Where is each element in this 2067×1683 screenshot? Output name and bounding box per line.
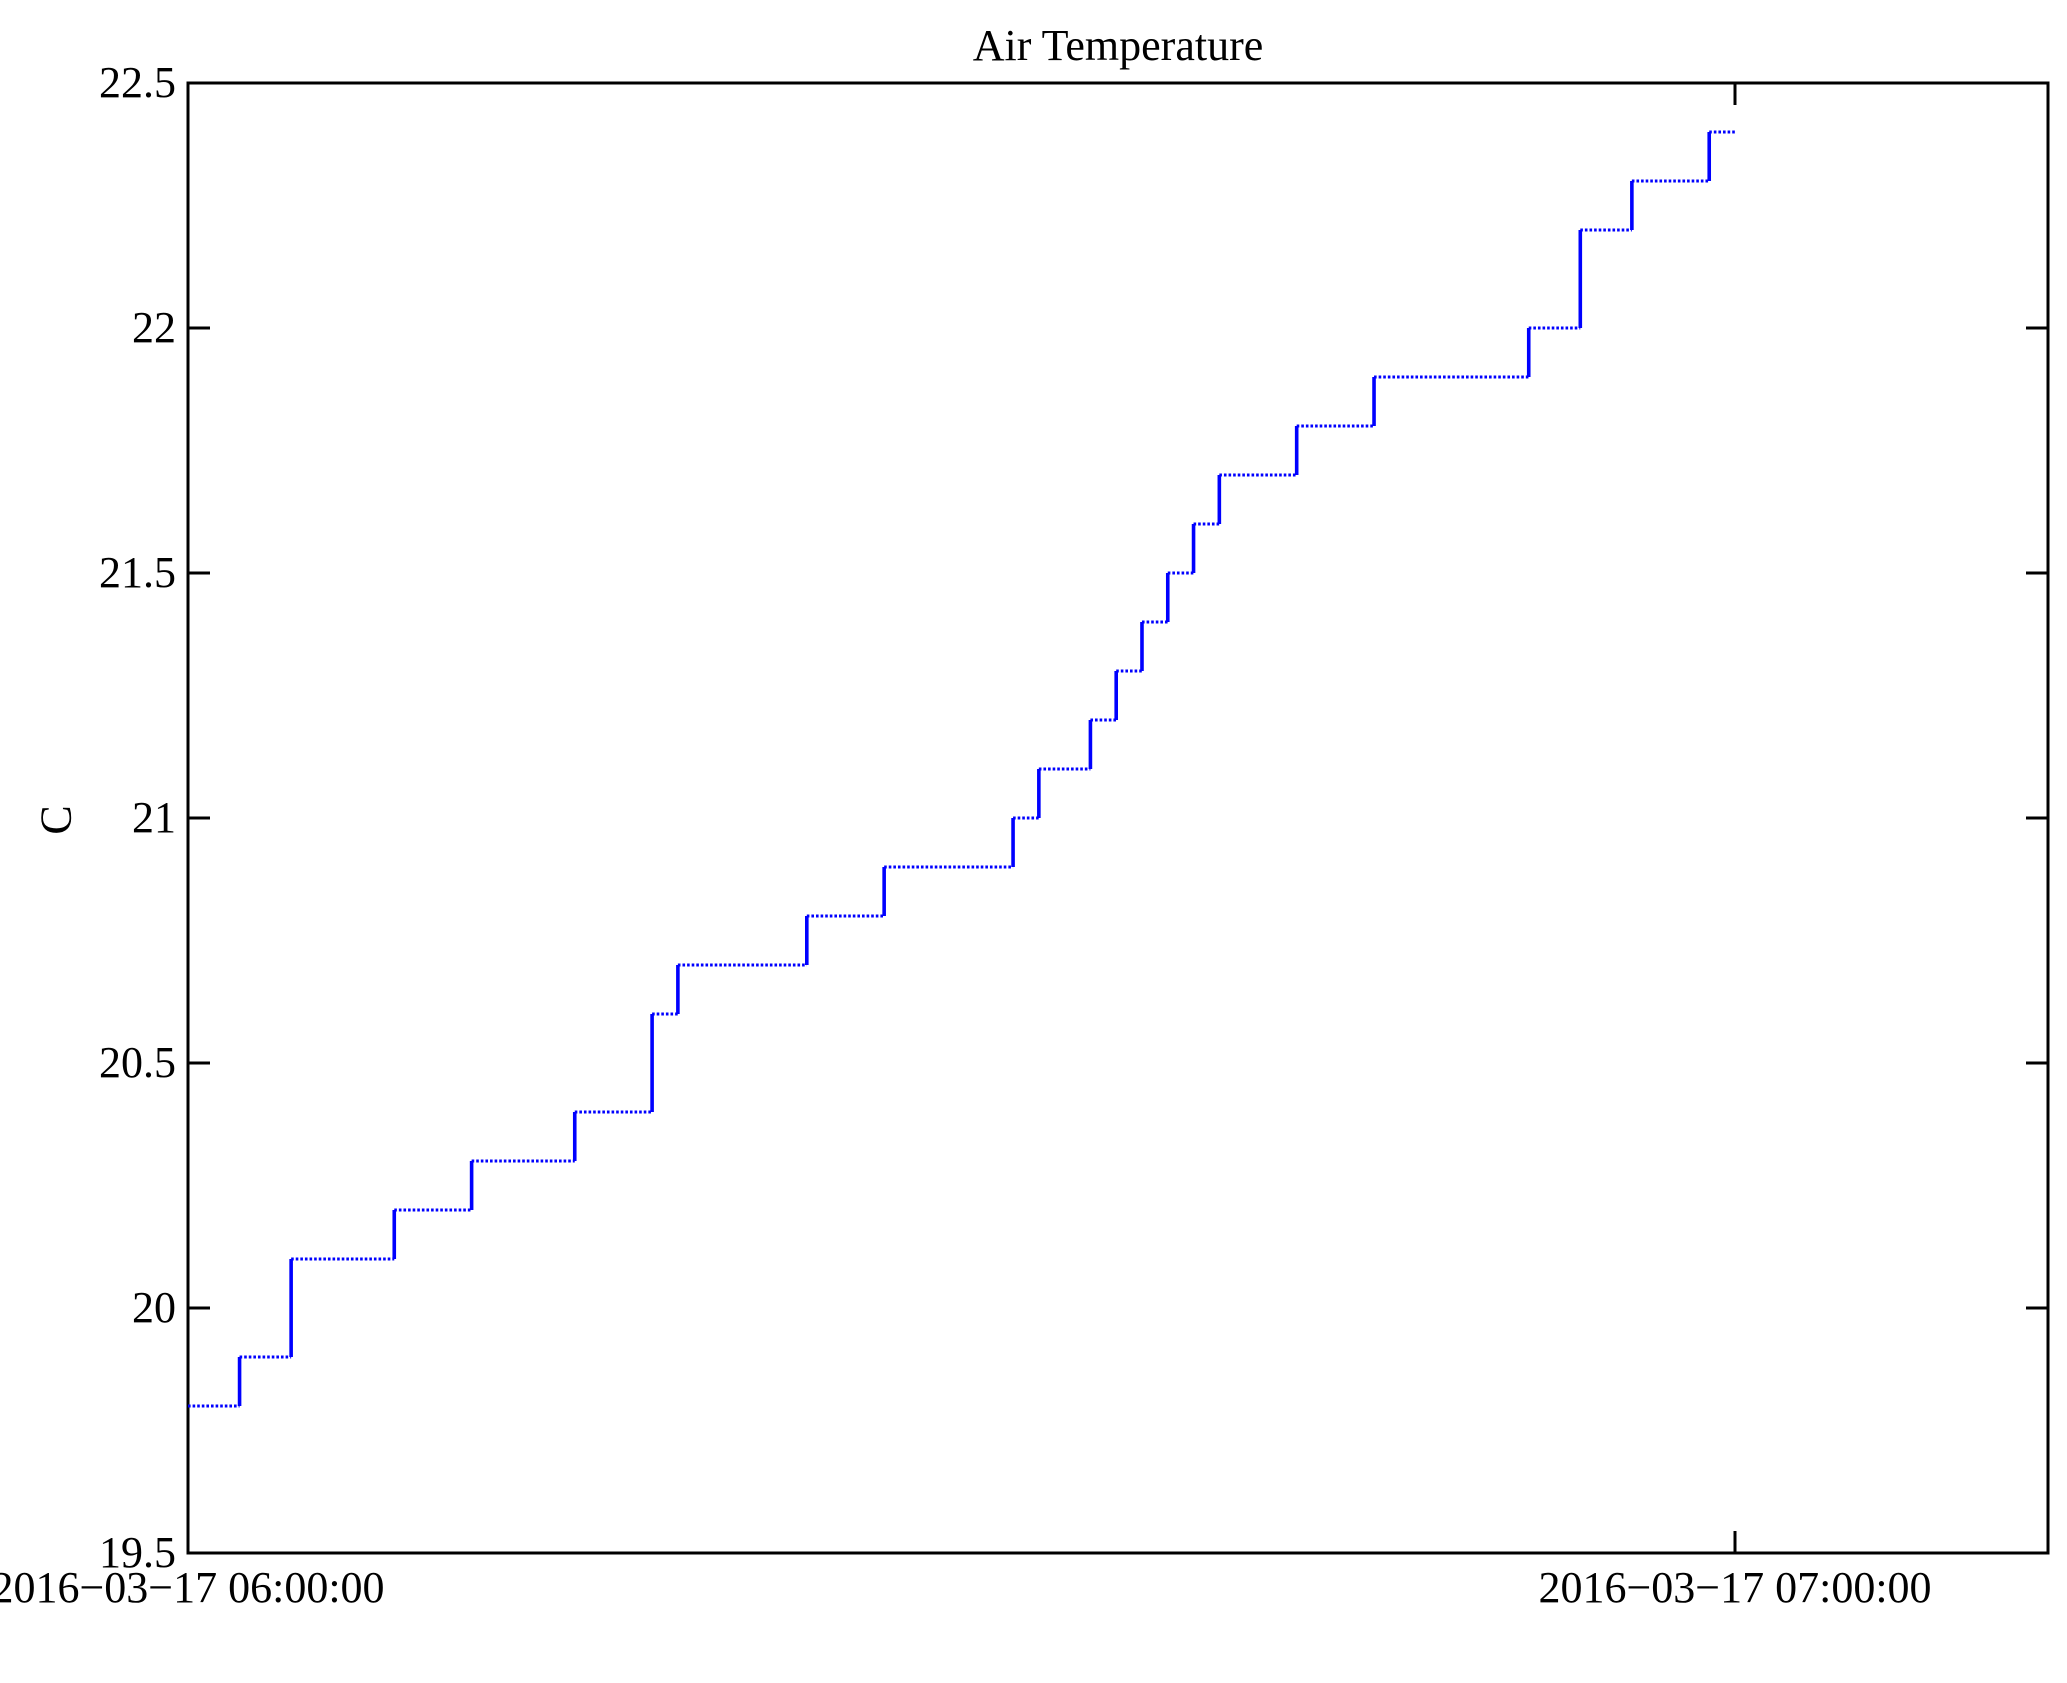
- y-tick-label: 22: [132, 303, 176, 352]
- y-tick-label: 20: [132, 1283, 176, 1332]
- plot-border: [186, 81, 2050, 1555]
- y-tick-label: 21: [132, 793, 176, 842]
- y-tick-label: 21.5: [99, 548, 176, 597]
- y-tick-label: 22.5: [99, 58, 176, 107]
- y-tick-label: 20.5: [99, 1038, 176, 1087]
- y-tick-label: 19.5: [99, 1528, 176, 1577]
- x-tick-label-start: 2016−03−17 06:00:00: [0, 1563, 385, 1612]
- x-tick-label-end: 2016−03−17 07:00:00: [1538, 1563, 1932, 1612]
- chart-title: Air Temperature: [972, 21, 1264, 70]
